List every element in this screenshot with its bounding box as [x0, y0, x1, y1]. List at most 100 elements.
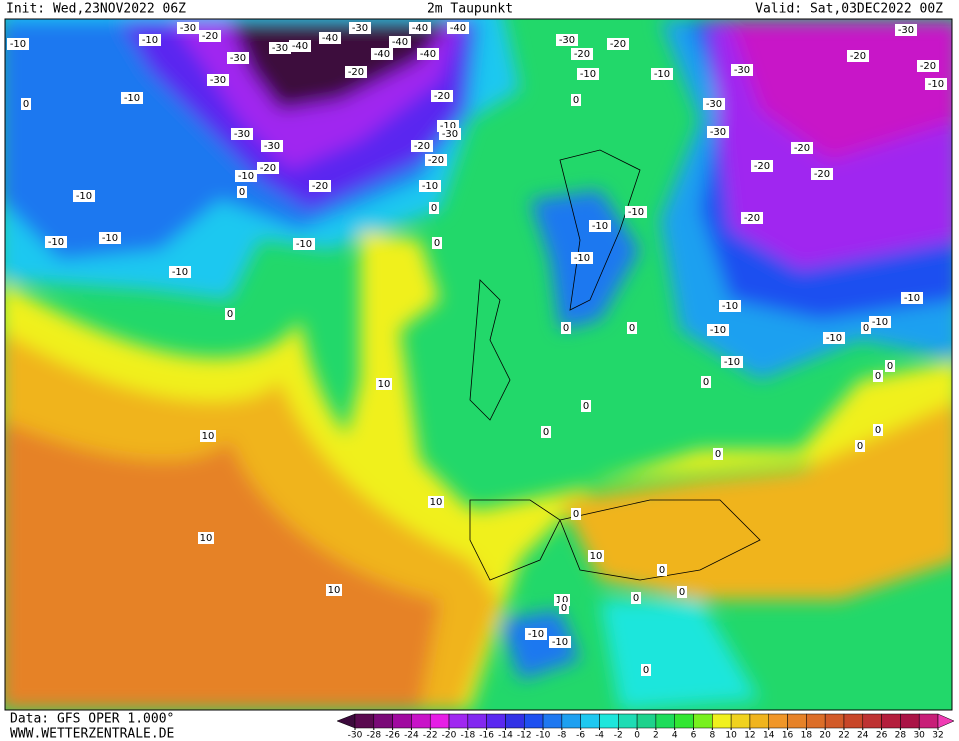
- colorbar-tick-label: 26: [876, 731, 888, 741]
- colorbar-tick-label: -12: [517, 731, 532, 741]
- colorbar-bin: [542, 713, 563, 729]
- contour-label: 0: [703, 377, 709, 388]
- contour-label-box: [169, 266, 191, 278]
- contour-label-box: [861, 322, 871, 334]
- colorbar-tick-label: 16: [782, 731, 794, 741]
- colorbar-tick-label: -20: [442, 731, 457, 741]
- contour-label: 0: [633, 593, 639, 604]
- colorbar-tick-label: 20: [819, 731, 831, 741]
- contour-label: -40: [322, 33, 338, 44]
- contour-label: -30: [264, 141, 280, 152]
- contour-label: 10: [378, 379, 391, 390]
- contour-label-box: [541, 426, 551, 438]
- colorbar-bin: [806, 713, 826, 729]
- contour-label: -20: [794, 143, 810, 154]
- contour-label-box: [73, 190, 95, 202]
- colorbar-bin: [862, 713, 882, 729]
- contour-label: -10: [142, 35, 158, 46]
- contour-label-box: [589, 220, 611, 232]
- colorbar-bin: [730, 713, 751, 729]
- contour-label-box: [139, 34, 161, 46]
- colorbar-bin: [524, 713, 544, 729]
- colorbar-tick-label: 18: [801, 731, 813, 741]
- colorbar-bin: [636, 713, 657, 729]
- contour-label: -20: [434, 91, 450, 102]
- contour-label: -10: [826, 333, 842, 344]
- contour-label: -10: [422, 181, 438, 192]
- contour-label-box: [99, 232, 121, 244]
- contour-label: 0: [629, 323, 635, 334]
- contour-label: -30: [706, 99, 722, 110]
- contour-label-box: [227, 52, 249, 64]
- colorbar-tick-label: -10: [536, 731, 551, 741]
- contour-label: -10: [552, 637, 568, 648]
- contour-label: -10: [124, 93, 140, 104]
- colorbar-bin: [918, 713, 939, 729]
- contour-label: -10: [76, 191, 92, 202]
- contour-label: -10: [580, 69, 596, 80]
- contour-label: -10: [296, 239, 312, 250]
- contour-label: -30: [442, 129, 458, 140]
- colorbar-tick-label: 6: [691, 731, 697, 741]
- colorbar-tick-label: -24: [404, 731, 419, 741]
- contour-label: -10: [238, 171, 254, 182]
- contour-label-box: [703, 98, 725, 110]
- contour-label-box: [791, 142, 813, 154]
- contour-label-box: [885, 360, 895, 372]
- contour-label: -10: [654, 69, 670, 80]
- contour-label-box: [627, 322, 637, 334]
- contour-label-box: [177, 22, 199, 34]
- contour-label: -10: [440, 121, 456, 132]
- contour-label: -40: [374, 49, 390, 60]
- colorbar-bin: [693, 713, 713, 729]
- contour-label: -30: [898, 25, 914, 36]
- contour-label-box: [293, 238, 315, 250]
- contour-label-box: [121, 92, 143, 104]
- contour-label-box: [741, 212, 763, 224]
- contour-label-box: [237, 186, 247, 198]
- contour-label-box: [571, 508, 581, 520]
- contour-label-box: [707, 324, 729, 336]
- contour-label-box: [289, 40, 311, 52]
- contour-label-box: [577, 68, 599, 80]
- contour-label-box: [45, 236, 67, 248]
- colorbar-bin: [392, 713, 412, 729]
- contour-label-box: [198, 532, 214, 544]
- contour-label: -20: [754, 161, 770, 172]
- colorbar-tick-label: 30: [913, 731, 925, 741]
- colorbar-bin: [373, 713, 393, 729]
- contour-label-box: [257, 162, 279, 174]
- contour-label-box: [607, 38, 629, 50]
- contour-label-box: [721, 356, 743, 368]
- contour-label: 0: [887, 361, 893, 372]
- contour-label-box: [651, 68, 673, 80]
- colorbar-tick-label: -30: [348, 731, 363, 741]
- contour-label: -10: [574, 253, 590, 264]
- contour-label-box: [581, 400, 591, 412]
- contour-label: 0: [23, 99, 29, 110]
- contour-label-box: [751, 160, 773, 172]
- colorbar-bin: [411, 713, 431, 729]
- contour-label-box: [439, 128, 461, 140]
- contour-label: -10: [724, 357, 740, 368]
- contour-label-box: [855, 440, 865, 452]
- colorbar-tick-label: -4: [595, 731, 604, 741]
- contour-label-box: [319, 32, 341, 44]
- contour-label: -20: [414, 141, 430, 152]
- contour-label: -30: [710, 127, 726, 138]
- contour-label: -40: [392, 37, 408, 48]
- init-text: Init: Wed,23NOV2022 06Z: [6, 2, 186, 17]
- contour-label-box: [701, 376, 711, 388]
- contour-label-box: [873, 370, 883, 382]
- colorbar-bin: [655, 713, 675, 729]
- contour-label-box: [235, 170, 257, 182]
- contour-label: 10: [200, 533, 213, 544]
- contour-label: 0: [715, 449, 721, 460]
- colorbar-bin: [712, 713, 732, 729]
- contour-label: 0: [561, 603, 567, 614]
- contour-label-box: [345, 66, 367, 78]
- contour-label: -10: [710, 325, 726, 336]
- contour-label-box: [641, 664, 651, 676]
- contour-label: -30: [180, 23, 196, 34]
- contour-label: -20: [312, 181, 328, 192]
